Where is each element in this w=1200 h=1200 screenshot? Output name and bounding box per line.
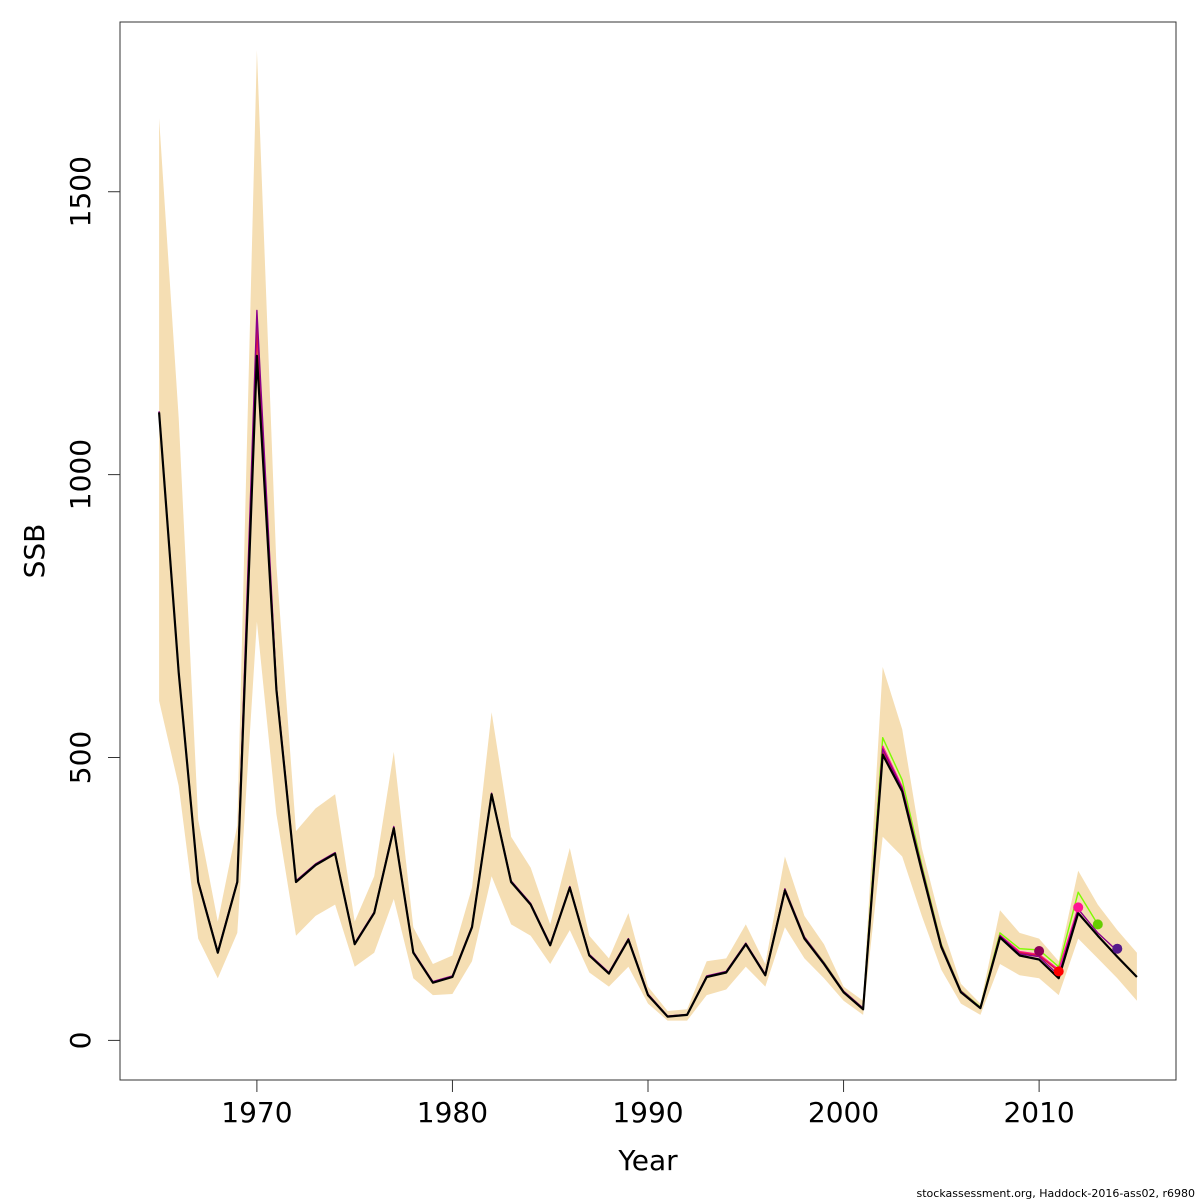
end-point-2014 [1112, 943, 1123, 954]
x-tick-label-1990: 1990 [612, 1096, 683, 1129]
x-tick-label-1980: 1980 [417, 1096, 488, 1129]
y-axis-label: SSB [18, 524, 51, 579]
confidence-band-layer [159, 50, 1137, 1021]
end-points-layer [1034, 902, 1123, 977]
y-tick-label-500: 500 [64, 731, 97, 784]
y-tick-label-0: 0 [64, 1031, 97, 1049]
credit-text: stockassessment.org, Haddock-2016-ass02,… [917, 1187, 1196, 1200]
end-point-2013 [1092, 919, 1103, 930]
series-line-0 [158, 354, 1138, 1018]
x-tick-label-2010: 2010 [1003, 1096, 1074, 1129]
end-point-2010 [1034, 946, 1045, 956]
confidence-band [159, 50, 1137, 1021]
x-axis-label: Year [617, 1144, 678, 1177]
x-axis: 1970 1980 1990 2000 2010 [221, 1079, 1075, 1129]
y-axis: 0 500 1000 1500 [64, 156, 121, 1049]
x-tick-label-2000: 2000 [808, 1096, 879, 1129]
series-layer [158, 309, 1138, 1018]
end-point-2011 [1053, 966, 1064, 977]
x-tick-label-1970: 1970 [221, 1096, 292, 1129]
y-tick-label-1000: 1000 [64, 439, 97, 510]
end-point-2012 [1073, 902, 1084, 913]
y-tick-label-1500: 1500 [64, 156, 97, 227]
